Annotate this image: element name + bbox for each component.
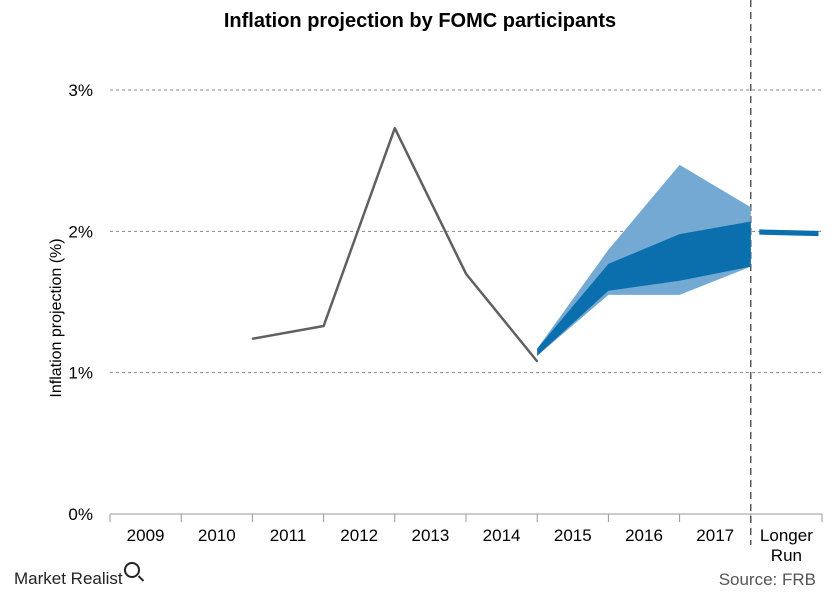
x-tick-label: Run [771,546,802,565]
data-point [536,360,538,363]
x-tick-label: Longer [760,526,813,545]
actual-inflation-line [252,126,539,363]
brand-name: Market Realist [14,569,123,588]
x-tick-label: 2010 [198,526,236,545]
y-tick-label: 2% [68,222,93,241]
longer-run-band [759,229,819,237]
x-tick-label: 2013 [411,526,449,545]
x-tick-label: 2015 [554,526,592,545]
magnifier-icon [123,562,140,578]
central-tendency-band [537,221,751,356]
y-axis-label: Inflation projection (%) [48,238,65,398]
data-point [251,337,254,340]
data-point [394,127,396,129]
y-tick-label: 1% [68,364,93,383]
data-point [322,325,325,327]
source-note: Source: FRB [718,570,816,589]
chart-title: Inflation projection by FOMC participant… [223,10,617,32]
y-tick-label: 3% [68,81,93,100]
x-tick-label: 2009 [127,526,165,545]
x-tick-label: 2017 [696,526,734,545]
x-tick-label: 2014 [483,526,521,545]
x-tick-label: 2012 [340,526,378,545]
x-tick-label: 2016 [625,526,663,545]
brand-logo: Market Realist [14,562,140,589]
data-point [465,272,467,275]
x-tick-label: 2011 [270,526,307,545]
y-tick-label: 0% [68,505,93,524]
